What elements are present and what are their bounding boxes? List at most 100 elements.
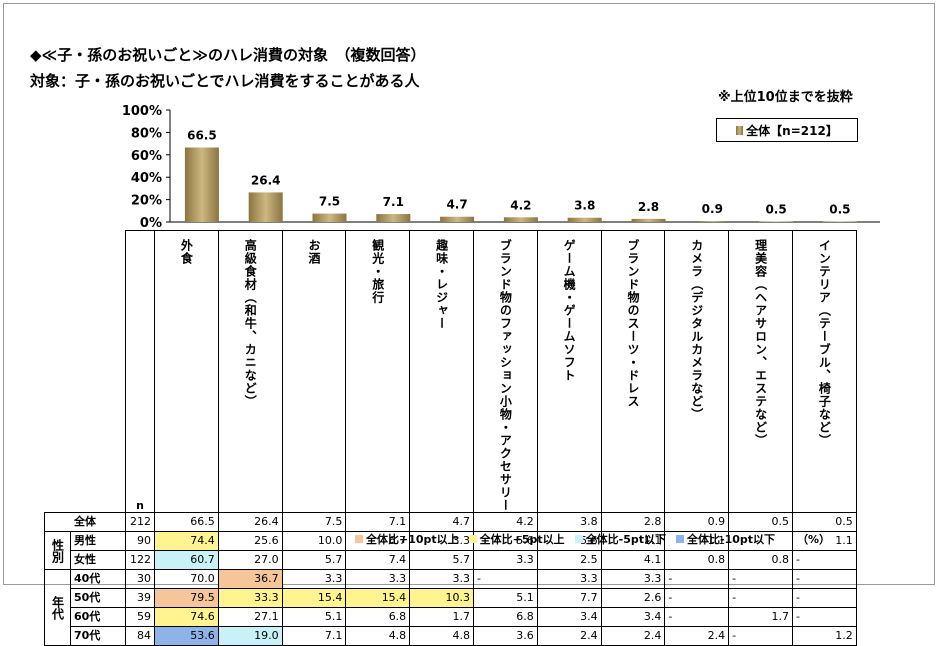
row-label: 60代 bbox=[70, 607, 126, 627]
table-cell: 3.6 bbox=[472, 626, 538, 646]
bar-value-label: 26.4 bbox=[251, 173, 281, 187]
row-n: 212 bbox=[125, 512, 155, 532]
bar-chart: 100% 80% 60% 40% 20% 0% 66.5 26.4 7.5 7.1 4.7 4.2 3.… bbox=[122, 104, 880, 231]
table-cell: - bbox=[728, 588, 793, 608]
category-header: 外食 bbox=[154, 230, 219, 513]
table-header-row: n 外食 高級食材（和牛、カニなど） お酒 観光・旅行 趣味・レジャー ブランド物のファッシ… bbox=[44, 230, 857, 513]
table-cell: 6.8 bbox=[345, 607, 411, 627]
table-cell: 2.4 bbox=[536, 626, 602, 646]
highlight-legend-item: 全体比+5pt以上 bbox=[468, 531, 565, 547]
table-cell: 27.1 bbox=[217, 607, 283, 627]
category-header: ゲーム機・ゲームソフト bbox=[536, 230, 602, 513]
table-cell: 70.0 bbox=[154, 569, 219, 589]
bar bbox=[312, 213, 347, 222]
table-cell: 7.1 bbox=[345, 512, 411, 532]
header-blank bbox=[44, 230, 126, 513]
category-label: 外食 bbox=[179, 239, 194, 265]
row-n: 84 bbox=[125, 626, 155, 646]
table-cell: 0.8 bbox=[728, 550, 793, 570]
category-label: ゲーム機・ゲームソフト bbox=[562, 239, 577, 382]
table-cell: 1.7 bbox=[409, 607, 474, 627]
category-label: インテリア（テーブル、椅子など） bbox=[817, 239, 832, 447]
bar-value-label: 7.5 bbox=[319, 195, 340, 209]
table-cell: 1.1 bbox=[791, 531, 857, 551]
table-row: 全体 212 66.5 26.4 7.5 7.1 4.7 4.2 3.8 2.8 0.9 0.5 0.5 bbox=[44, 512, 857, 532]
category-header: 趣味・レジャー bbox=[409, 230, 474, 513]
bar-value-label: 3.8 bbox=[574, 199, 595, 213]
table-cell: 10.3 bbox=[409, 588, 474, 608]
category-header: 観光・旅行 bbox=[345, 230, 411, 513]
table-cell: 36.7 bbox=[217, 569, 283, 589]
category-label: 趣味・レジャー bbox=[434, 239, 449, 330]
table-cell: 1.2 bbox=[791, 626, 857, 646]
table-cell: 3.3 bbox=[409, 569, 474, 589]
category-header: お酒 bbox=[281, 230, 347, 513]
bar-value-label: 66.5 bbox=[187, 129, 217, 143]
row-n: 90 bbox=[125, 531, 155, 551]
table-cell: 2.6 bbox=[600, 588, 666, 608]
bar-value-label: 2.8 bbox=[638, 200, 659, 214]
table-cell: 0.5 bbox=[728, 512, 793, 532]
data-table: n 外食 高級食材（和牛、カニなど） お酒 観光・旅行 趣味・レジャー ブランド物のファッシ… bbox=[44, 230, 857, 646]
table-cell: 7.1 bbox=[281, 626, 347, 646]
category-label: 観光・旅行 bbox=[370, 239, 385, 304]
table-cell: 66.5 bbox=[154, 512, 219, 532]
table-cell: 0.9 bbox=[664, 512, 730, 532]
table-cell: - bbox=[664, 588, 730, 608]
table-cell: 3.3 bbox=[536, 569, 602, 589]
bar bbox=[631, 218, 666, 222]
bar bbox=[759, 221, 794, 222]
table-cell: 3.3 bbox=[345, 569, 411, 589]
highlight-label: 全体比-5pt以下 bbox=[585, 533, 667, 546]
category-header: 理美容（ヘアサロン、エステなど） bbox=[728, 230, 793, 513]
n-header: n bbox=[125, 230, 155, 513]
bar bbox=[695, 220, 730, 222]
table-cell: 0.8 bbox=[664, 550, 730, 570]
table-cell: 19.0 bbox=[217, 626, 283, 646]
row-n: 59 bbox=[125, 607, 155, 627]
bar bbox=[376, 214, 411, 222]
table-cell: - bbox=[664, 607, 730, 627]
table-cell: 7.5 bbox=[281, 512, 347, 532]
category-label: 理美容（ヘアサロン、エステなど） bbox=[753, 239, 768, 447]
table-cell: 3.3 bbox=[600, 569, 666, 589]
row-label: 女性 bbox=[70, 550, 126, 570]
table-cell: 27.0 bbox=[217, 550, 283, 570]
table-cell: 2.8 bbox=[600, 512, 666, 532]
table-cell: - bbox=[791, 569, 857, 589]
table-row: 70代 84 53.6 19.0 7.1 4.8 4.8 3.6 2.4 2.4 2.4-1.2 bbox=[45, 626, 857, 646]
legend-label: 全体【n=212】 bbox=[746, 123, 838, 138]
category-label: ブランド物のファッション小物・アクセサリー bbox=[498, 239, 513, 512]
series-legend: 全体【n=212】 bbox=[716, 118, 858, 142]
table-cell: 5.1 bbox=[472, 588, 538, 608]
category-header: ブランド物のスーツ・ドレス bbox=[600, 230, 666, 513]
bar-value-label: 0.9 bbox=[702, 202, 723, 216]
bar bbox=[822, 221, 857, 222]
bar bbox=[440, 216, 475, 222]
category-header: 高級食材（和牛、カニなど） bbox=[217, 230, 283, 513]
top10-note: ※上位10位までを抜粋 bbox=[718, 90, 853, 105]
table-cell: 7.4 bbox=[345, 550, 411, 570]
highlight-legend-item: 全体比-10pt以下 bbox=[676, 531, 775, 547]
category-label: カメラ（デジタルカメラなど） bbox=[689, 239, 704, 421]
table-cell: 1.7 bbox=[728, 607, 793, 627]
bar-value-label: 0.5 bbox=[765, 202, 786, 216]
table-cell: 3.3 bbox=[281, 569, 347, 589]
table-cell: 4.2 bbox=[472, 512, 538, 532]
table-cell: 2.4 bbox=[600, 626, 666, 646]
bar-value-label: 4.7 bbox=[446, 198, 467, 212]
table-cell: 79.5 bbox=[154, 588, 219, 608]
table-row: 50代 39 79.5 33.3 15.4 15.4 10.3 5.1 7.7 2.6- - - bbox=[45, 588, 857, 608]
bar bbox=[567, 217, 602, 222]
table-row: 年代 40代 30 70.0 36.7 3.3 3.3 3.3-3.3 3.3- - - bbox=[44, 569, 857, 646]
table-cell: 3.8 bbox=[536, 512, 602, 532]
row-n: 122 bbox=[125, 550, 155, 570]
table-cell: 0.5 bbox=[791, 512, 857, 532]
category-header: ブランド物のファッション小物・アクセサリー bbox=[472, 230, 538, 513]
table-cell: 5.7 bbox=[281, 550, 347, 570]
table-cell: 3.4 bbox=[536, 607, 602, 627]
row-n: 39 bbox=[125, 588, 155, 608]
table-cell: 60.7 bbox=[154, 550, 219, 570]
category-label: お酒 bbox=[306, 239, 321, 265]
table-cell: - bbox=[472, 569, 538, 589]
